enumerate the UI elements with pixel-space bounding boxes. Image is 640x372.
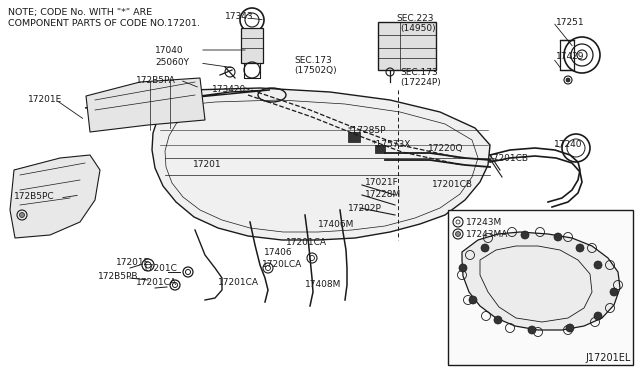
Text: NOTE; CODE No. WITH "*" ARE: NOTE; CODE No. WITH "*" ARE: [8, 8, 152, 17]
Text: 17201CA: 17201CA: [286, 238, 327, 247]
Circle shape: [610, 288, 618, 296]
Polygon shape: [85, 88, 490, 240]
Text: 17243M: 17243M: [466, 218, 502, 227]
Circle shape: [19, 212, 24, 218]
Text: 173420: 173420: [212, 85, 246, 94]
Text: 17201CB: 17201CB: [432, 180, 473, 189]
Circle shape: [521, 231, 529, 239]
Circle shape: [566, 78, 570, 82]
Bar: [375, 145, 385, 153]
Text: 17201C: 17201C: [143, 264, 178, 273]
Polygon shape: [86, 78, 205, 132]
Circle shape: [594, 261, 602, 269]
Text: 25060Y: 25060Y: [155, 58, 189, 67]
Text: 172B5PB: 172B5PB: [98, 272, 138, 281]
Text: 17201CA: 17201CA: [218, 278, 259, 287]
Text: 17201E: 17201E: [28, 95, 62, 104]
Text: 172B5PA: 172B5PA: [136, 76, 176, 85]
Circle shape: [456, 231, 461, 237]
Text: 17408M: 17408M: [305, 280, 341, 289]
Text: 17228M: 17228M: [365, 190, 401, 199]
Text: 17201CB: 17201CB: [488, 154, 529, 163]
Text: 17406: 17406: [264, 248, 292, 257]
Text: (14950): (14950): [400, 24, 436, 33]
Circle shape: [481, 244, 489, 252]
Text: 17201E: 17201E: [116, 258, 150, 267]
Text: 17201: 17201: [193, 160, 221, 169]
Text: 17429: 17429: [556, 52, 584, 61]
Text: *17573X: *17573X: [372, 140, 412, 149]
Text: 17021F: 17021F: [365, 178, 399, 187]
Circle shape: [576, 244, 584, 252]
Bar: [348, 132, 360, 142]
Text: 17201CA: 17201CA: [136, 278, 177, 287]
Bar: [378, 22, 436, 70]
Text: 172B5PC: 172B5PC: [14, 192, 54, 201]
Circle shape: [528, 326, 536, 334]
Polygon shape: [10, 155, 100, 238]
Text: (17502Q): (17502Q): [294, 66, 337, 75]
Text: J17201EL: J17201EL: [586, 353, 631, 363]
Circle shape: [469, 296, 477, 304]
Text: *17285P: *17285P: [348, 126, 387, 135]
Text: 1720LCA: 1720LCA: [262, 260, 302, 269]
Text: 17220Q: 17220Q: [428, 144, 463, 153]
Text: (17224P): (17224P): [400, 78, 441, 87]
Text: SEC.223: SEC.223: [396, 14, 433, 23]
Text: 17240: 17240: [554, 140, 582, 149]
Circle shape: [566, 324, 574, 332]
Text: 17251: 17251: [556, 18, 584, 27]
Text: 17343: 17343: [225, 12, 253, 21]
Polygon shape: [462, 232, 620, 330]
Bar: [560, 40, 574, 70]
Circle shape: [554, 233, 562, 241]
Bar: [448, 210, 633, 365]
Circle shape: [494, 316, 502, 324]
Circle shape: [594, 312, 602, 320]
Text: 17040: 17040: [155, 46, 184, 55]
Text: COMPONENT PARTS OF CODE NO.17201.: COMPONENT PARTS OF CODE NO.17201.: [8, 19, 200, 28]
Circle shape: [459, 264, 467, 272]
Text: 17406M: 17406M: [318, 220, 355, 229]
Text: SEC.173: SEC.173: [400, 68, 438, 77]
Bar: [241, 28, 263, 63]
Text: SEC.173: SEC.173: [294, 56, 332, 65]
Text: 17202P: 17202P: [348, 204, 382, 213]
Text: 17243MA: 17243MA: [466, 230, 508, 239]
